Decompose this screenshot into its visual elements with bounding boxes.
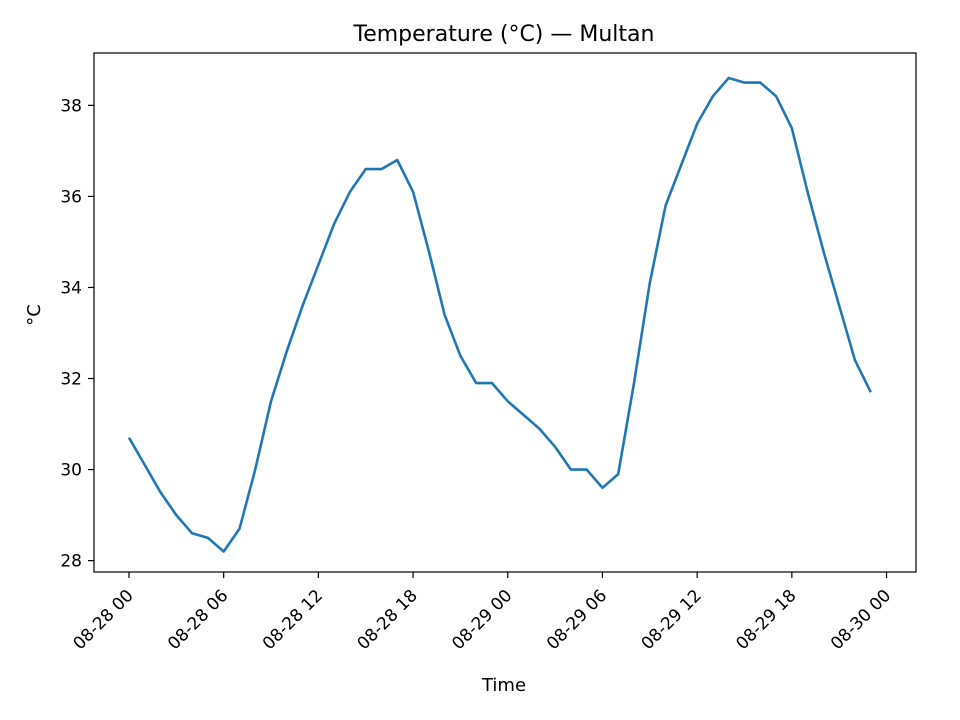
x-tick-label: 08-28 12: [259, 586, 327, 654]
data-point: [222, 550, 225, 553]
x-tick-label: 08-29 12: [638, 586, 706, 654]
data-point: [869, 391, 872, 394]
plot-area: 28 30 32 34 36 38 08-28 00 08-28 06 08-28 12 08-2…: [60, 52, 917, 654]
data-point: [649, 282, 652, 285]
data-point: [491, 382, 494, 385]
data-point: [664, 204, 667, 207]
plot-frame: [93, 52, 917, 573]
data-point: [538, 427, 541, 430]
y-tick-label: 36: [60, 187, 82, 207]
data-point: [854, 359, 857, 362]
data-point: [207, 537, 210, 540]
data-point: [143, 464, 146, 467]
x-tick-label: 08-29 00: [448, 586, 516, 654]
data-point: [159, 491, 162, 494]
data-point: [680, 163, 683, 166]
data-point: [727, 77, 730, 80]
data-point: [317, 263, 320, 266]
data-point: [270, 400, 273, 403]
data-point: [506, 400, 509, 403]
y-tick-label: 28: [60, 552, 82, 572]
data-point: [333, 222, 336, 225]
x-tick-label: 08-28 00: [69, 586, 137, 654]
data-point: [412, 191, 415, 194]
data-point: [364, 168, 367, 171]
data-point: [286, 350, 289, 353]
x-tick-label: 08-29 06: [543, 586, 611, 654]
data-point: [743, 81, 746, 84]
data-point: [822, 250, 825, 253]
data-point: [806, 191, 809, 194]
data-point: [617, 473, 620, 476]
data-point: [428, 250, 431, 253]
y-tick-label: 30: [60, 461, 82, 481]
data-point: [522, 414, 525, 417]
data-point: [380, 168, 383, 171]
y-axis-label: °C: [24, 304, 45, 326]
chart-title: Temperature (°C) — Multan: [353, 22, 655, 47]
data-point: [791, 127, 794, 130]
data-point: [775, 95, 778, 98]
data-point: [301, 304, 304, 307]
data-point: [554, 446, 557, 449]
data-point: [601, 486, 604, 489]
x-tick-label: 08-30 00: [827, 586, 895, 654]
data-point: [633, 382, 636, 385]
y-tick-label: 34: [60, 278, 82, 298]
x-tick-label: 08-28 06: [164, 586, 232, 654]
y-tick-label: 32: [60, 370, 82, 390]
data-point: [349, 191, 352, 194]
data-point: [838, 304, 841, 307]
y-tick-label: 38: [60, 96, 82, 116]
x-tick-label: 08-29 18: [732, 586, 800, 654]
data-point: [712, 95, 715, 98]
data-point: [254, 468, 257, 471]
data-point: [443, 313, 446, 316]
data-point: [128, 436, 131, 439]
data-point: [191, 532, 194, 535]
temperature-series-line: [127, 76, 872, 553]
x-tick-label: 08-28 18: [354, 586, 422, 654]
data-point: [585, 468, 588, 471]
data-point: [238, 527, 241, 530]
x-axis-label: Time: [481, 675, 526, 696]
data-point: [459, 354, 462, 357]
data-point: [696, 122, 699, 125]
data-point: [759, 81, 762, 84]
data-point: [570, 468, 573, 471]
data-point: [175, 514, 178, 517]
data-point: [396, 159, 399, 162]
data-point: [475, 382, 478, 385]
